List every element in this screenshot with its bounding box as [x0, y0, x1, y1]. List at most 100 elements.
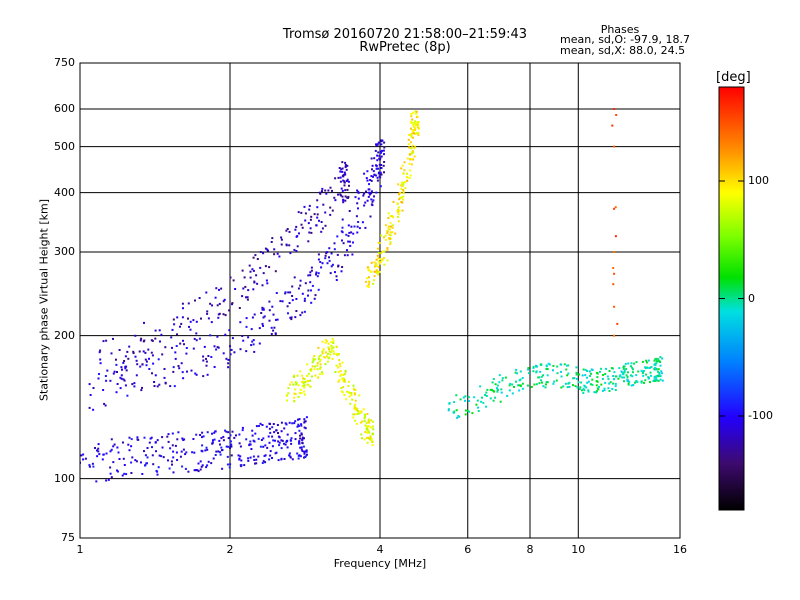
data-point — [623, 376, 625, 379]
data-point — [560, 370, 562, 373]
data-point — [335, 279, 338, 281]
data-point — [296, 452, 299, 455]
data-point — [468, 410, 470, 413]
data-point — [623, 369, 626, 372]
data-point — [127, 357, 130, 360]
data-point — [258, 425, 260, 427]
data-point — [414, 132, 417, 135]
data-point — [402, 182, 405, 185]
colorbar-unit-label: [deg] — [716, 70, 751, 85]
data-point — [159, 340, 161, 343]
data-point — [515, 368, 518, 371]
data-point — [151, 446, 153, 449]
data-point — [123, 360, 126, 362]
data-point — [357, 190, 360, 193]
data-point — [299, 437, 302, 440]
data-point — [626, 375, 629, 378]
data-point — [241, 335, 244, 337]
data-point — [501, 377, 504, 380]
data-point — [575, 373, 578, 376]
data-point — [415, 110, 418, 113]
data-point — [153, 385, 156, 387]
data-point — [376, 270, 379, 273]
data-point — [346, 164, 349, 167]
data-point — [412, 111, 415, 114]
data-point — [327, 189, 330, 192]
data-point — [527, 368, 530, 371]
data-point — [366, 425, 369, 428]
data-point — [141, 473, 144, 475]
data-point — [356, 225, 359, 228]
data-point — [346, 178, 349, 181]
data-point — [117, 451, 120, 454]
data-point — [239, 321, 242, 324]
data-point — [171, 463, 173, 466]
data-point — [289, 316, 292, 319]
data-point — [377, 273, 380, 276]
data-point — [124, 384, 127, 387]
data-point — [185, 451, 188, 454]
data-point — [328, 256, 330, 259]
data-point — [325, 351, 327, 354]
data-point — [573, 377, 576, 380]
y-tick-label: 300 — [54, 245, 75, 259]
data-point — [289, 456, 292, 459]
data-point — [218, 439, 221, 442]
data-point — [378, 262, 381, 265]
data-point — [342, 179, 345, 182]
data-point — [335, 275, 338, 278]
data-point — [112, 372, 115, 375]
data-point — [321, 372, 324, 375]
data-point — [285, 229, 288, 232]
data-point — [408, 146, 410, 149]
data-point — [262, 437, 265, 440]
data-point — [586, 381, 589, 384]
data-point — [589, 374, 591, 377]
data-point — [376, 159, 379, 162]
data-point — [244, 285, 247, 288]
data-point — [133, 385, 136, 388]
data-point — [318, 219, 320, 222]
data-point — [341, 174, 344, 177]
data-point — [304, 450, 307, 453]
data-point — [247, 459, 250, 462]
data-point — [303, 452, 306, 455]
data-point — [270, 326, 273, 329]
data-point — [366, 285, 369, 288]
data-point — [94, 447, 96, 449]
data-point — [148, 441, 151, 444]
data-point — [328, 356, 331, 359]
data-point — [635, 361, 638, 363]
data-point — [296, 245, 299, 248]
data-point — [295, 382, 298, 384]
data-point — [297, 423, 300, 426]
data-point — [241, 429, 244, 432]
data-point — [402, 195, 405, 198]
data-point — [373, 279, 376, 282]
data-point — [354, 399, 357, 402]
data-point — [116, 371, 118, 373]
data-point — [397, 211, 400, 214]
data-point — [309, 281, 312, 284]
data-point — [485, 405, 488, 408]
data-point — [389, 225, 392, 228]
data-point — [546, 381, 549, 384]
data-point — [122, 441, 124, 444]
data-point — [540, 379, 542, 382]
data-point — [105, 379, 108, 382]
data-point — [220, 287, 223, 290]
data-point — [540, 375, 543, 378]
data-point — [251, 268, 254, 271]
data-point — [88, 406, 91, 409]
data-point — [329, 272, 332, 275]
data-point — [326, 355, 328, 358]
data-point — [233, 436, 236, 439]
data-point — [387, 217, 390, 219]
data-point — [417, 133, 420, 136]
data-point — [172, 450, 175, 453]
data-point — [518, 384, 521, 387]
data-point — [224, 333, 227, 336]
y-tick-label: 75 — [61, 531, 75, 544]
data-point — [144, 454, 147, 457]
data-point — [354, 196, 357, 199]
